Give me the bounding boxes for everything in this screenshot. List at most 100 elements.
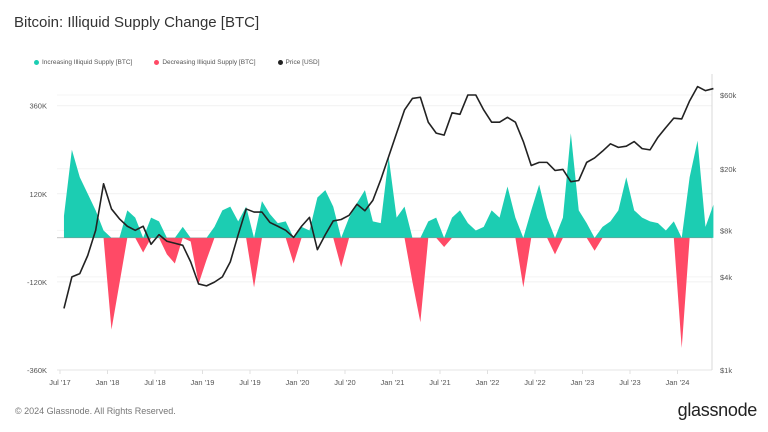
- x-tick-label: Jul '22: [524, 378, 545, 387]
- price-point: [118, 218, 120, 220]
- x-tick-label: Jan '18: [96, 378, 120, 387]
- y-left-tick-label: -120K: [27, 278, 47, 287]
- price-point: [641, 148, 643, 150]
- legend-label-decreasing: Decreasing Illiquid Supply [BTC]: [162, 59, 256, 66]
- price-point: [665, 126, 667, 128]
- price-point: [87, 254, 89, 256]
- increasing-supply-point: [63, 215, 65, 217]
- x-tick-label: Jan '20: [286, 378, 310, 387]
- price-point: [625, 145, 627, 147]
- legend-label-price: Price [USD]: [285, 59, 320, 66]
- increasing-supply-point: [697, 140, 699, 142]
- increasing-supply-point: [451, 217, 453, 219]
- price-point: [704, 90, 706, 92]
- price-line: [63, 85, 714, 309]
- price-point: [277, 225, 279, 227]
- increasing-supply-point: [158, 220, 160, 222]
- legend-item-increasing[interactable]: Increasing Illiquid Supply [BTC]: [34, 59, 132, 66]
- price-point: [372, 199, 374, 201]
- increasing-supply-point: [617, 209, 619, 211]
- increasing-supply-point: [71, 149, 73, 151]
- increasing-supply-point: [609, 220, 611, 222]
- increasing-supply-point: [380, 222, 382, 224]
- increasing-supply-point: [475, 230, 477, 232]
- price-point: [285, 229, 287, 231]
- price-point: [182, 244, 184, 246]
- increasing-supply-point: [103, 230, 105, 232]
- x-tick-label: Jan '23: [571, 378, 595, 387]
- price-point: [166, 240, 168, 242]
- price-point: [308, 216, 310, 218]
- price-point: [443, 134, 445, 136]
- price-point: [419, 96, 421, 98]
- decreasing-supply-point: [340, 266, 342, 268]
- price-point: [324, 234, 326, 236]
- price-point: [609, 143, 611, 145]
- legend-item-price[interactable]: Price [USD]: [277, 59, 320, 66]
- price-point: [388, 156, 390, 158]
- price-point: [411, 97, 413, 99]
- price-point: [253, 211, 255, 213]
- price-point: [499, 121, 501, 123]
- price-point: [190, 261, 192, 263]
- increasing-supply-point: [182, 226, 184, 228]
- increasing-supply-point: [435, 217, 437, 219]
- legend-label-increasing: Increasing Illiquid Supply [BTC]: [42, 59, 133, 66]
- price-point: [158, 234, 160, 236]
- x-tick-label: Jul '23: [619, 378, 640, 387]
- increasing-supply-point: [245, 206, 247, 208]
- chart-title: Bitcoin: Illiquid Supply Change [BTC]: [14, 14, 260, 31]
- increasing-supply-point: [491, 209, 493, 211]
- increasing-supply-point: [150, 217, 152, 219]
- increasing-supply-point: [308, 230, 310, 232]
- increasing-supply-point: [649, 220, 651, 222]
- y-left-tick-label: 120K: [29, 190, 47, 199]
- x-tick-label: Jan '22: [476, 378, 500, 387]
- increasing-supply-point: [364, 189, 366, 191]
- decreasing-supply-point: [206, 259, 208, 261]
- price-point: [245, 208, 247, 210]
- price-point: [530, 165, 532, 167]
- increasing-supply-point: [538, 184, 540, 186]
- increasing-supply-area: [63, 133, 714, 238]
- increasing-supply-point: [213, 226, 215, 228]
- decreasing-supply-point: [253, 286, 255, 288]
- y-right-tick-label: $4k: [720, 273, 732, 282]
- decreasing-supply-point: [174, 263, 176, 265]
- increasing-supply-point: [657, 222, 659, 224]
- increasing-supply-point: [261, 200, 263, 202]
- legend-item-decreasing[interactable]: Decreasing Illiquid Supply [BTC]: [154, 59, 256, 66]
- increasing-supply-point: [221, 209, 223, 211]
- increasing-supply-point: [665, 230, 667, 232]
- increasing-supply-point: [499, 217, 501, 219]
- increasing-supply-point: [483, 226, 485, 228]
- increasing-supply-point: [316, 196, 318, 198]
- price-point: [712, 88, 714, 90]
- price-point: [538, 161, 540, 163]
- price-point: [356, 203, 358, 205]
- price-point: [206, 285, 208, 287]
- x-tick-label: Jul '21: [429, 378, 450, 387]
- x-tick-label: Jul '17: [49, 378, 70, 387]
- decreasing-supply-point: [554, 253, 556, 255]
- y-right-tick-label: $1k: [720, 366, 732, 375]
- increasing-supply-point: [332, 206, 334, 208]
- x-tick-label: Jan '21: [381, 378, 405, 387]
- increasing-supply-point: [427, 220, 429, 222]
- decreasing-supply-point: [411, 281, 413, 283]
- price-point: [475, 94, 477, 96]
- increasing-supply-point: [348, 217, 350, 219]
- price-point: [221, 276, 223, 278]
- legend-swatch-price: [277, 60, 283, 65]
- price-point: [213, 281, 215, 283]
- increasing-supply-point: [570, 132, 572, 134]
- price-point: [514, 121, 516, 123]
- price-point: [103, 183, 105, 185]
- increasing-supply-point: [95, 209, 97, 211]
- increasing-supply-point: [625, 176, 627, 178]
- x-tick-label: Jan '19: [191, 378, 215, 387]
- increasing-supply-point: [126, 209, 128, 211]
- increasing-supply-point: [324, 189, 326, 191]
- price-point: [562, 168, 564, 170]
